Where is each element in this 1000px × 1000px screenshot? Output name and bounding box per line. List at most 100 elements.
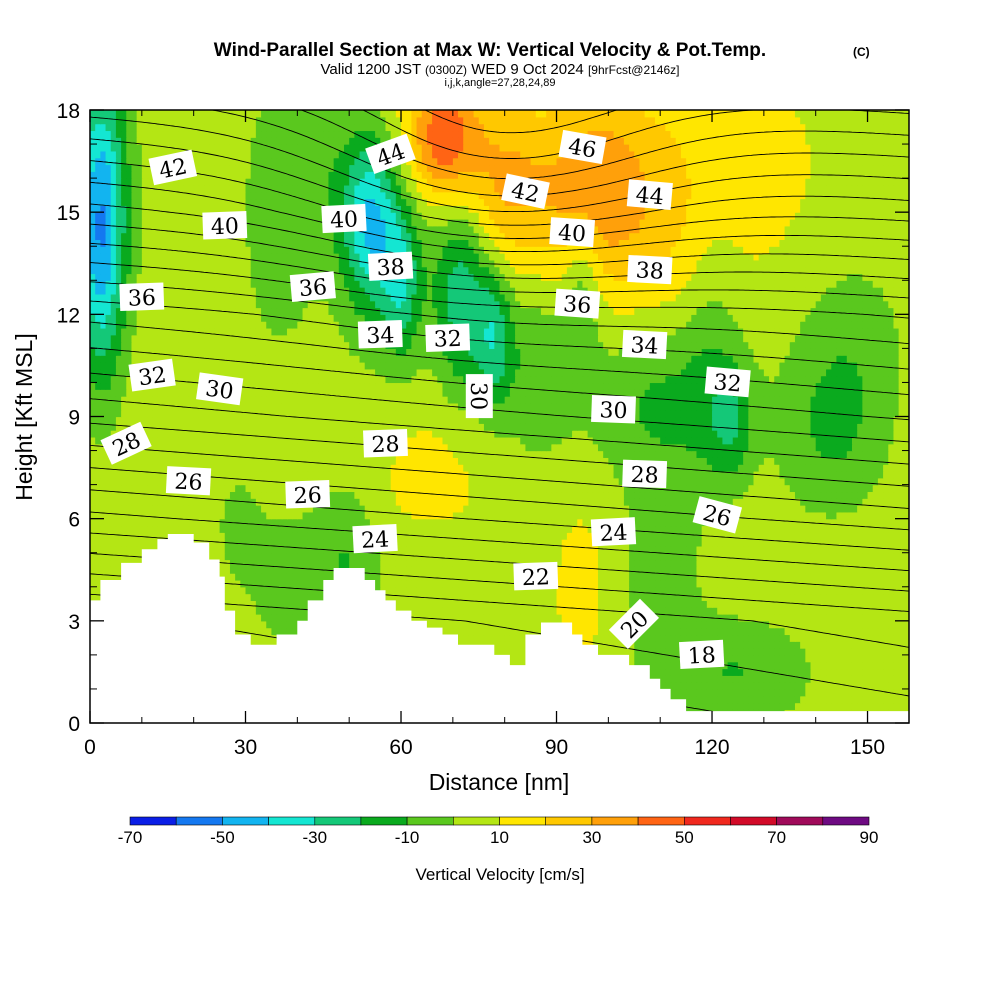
w-cell bbox=[670, 532, 677, 540]
w-cell bbox=[769, 545, 775, 554]
w-cell bbox=[224, 566, 231, 574]
w-cell bbox=[872, 511, 879, 520]
w-cell bbox=[214, 511, 221, 520]
w-cell bbox=[307, 566, 314, 574]
w-cell bbox=[743, 579, 749, 588]
w-cell bbox=[857, 545, 863, 554]
w-cell bbox=[240, 525, 247, 533]
w-cell bbox=[266, 566, 273, 574]
w-cell bbox=[779, 525, 786, 533]
w-cell bbox=[395, 518, 402, 527]
w-cell bbox=[753, 552, 760, 561]
w-cell bbox=[458, 539, 464, 547]
w-cell bbox=[820, 648, 827, 656]
w-cell bbox=[841, 641, 848, 649]
w-cell bbox=[826, 641, 832, 649]
w-cell bbox=[375, 505, 381, 513]
w-cell bbox=[90, 511, 96, 520]
w-cell bbox=[307, 518, 314, 527]
w-cell bbox=[551, 614, 558, 622]
w-cell bbox=[307, 545, 314, 554]
w-cell bbox=[820, 620, 827, 629]
w-cell bbox=[779, 641, 786, 649]
w-cell bbox=[789, 559, 796, 567]
w-cell bbox=[831, 661, 838, 670]
w-cell bbox=[577, 573, 584, 581]
w-cell bbox=[748, 532, 755, 540]
w-cell bbox=[489, 566, 495, 574]
w-cell bbox=[546, 552, 552, 561]
w-cell bbox=[629, 552, 635, 561]
w-cell bbox=[670, 654, 677, 663]
w-cell bbox=[452, 573, 459, 581]
w-cell bbox=[406, 579, 412, 588]
w-cell bbox=[608, 511, 615, 520]
w-cell bbox=[660, 675, 666, 683]
w-cell bbox=[110, 539, 117, 547]
w-cell bbox=[784, 668, 791, 676]
w-cell bbox=[872, 607, 879, 615]
w-cell bbox=[769, 668, 775, 676]
w-cell bbox=[286, 586, 293, 595]
w-cell bbox=[675, 532, 682, 540]
w-cell bbox=[743, 661, 749, 670]
w-cell bbox=[670, 627, 677, 636]
w-cell bbox=[235, 593, 241, 601]
w-cell bbox=[535, 525, 542, 533]
w-cell bbox=[494, 579, 501, 588]
w-cell bbox=[504, 525, 511, 533]
w-cell bbox=[903, 579, 909, 588]
w-cell bbox=[152, 518, 158, 527]
w-cell bbox=[297, 539, 304, 547]
w-cell bbox=[343, 518, 350, 527]
w-cell bbox=[312, 545, 319, 554]
w-cell bbox=[706, 525, 713, 533]
w-cell bbox=[556, 593, 563, 601]
w-cell bbox=[437, 600, 444, 608]
w-cell bbox=[794, 573, 801, 581]
w-cell bbox=[841, 654, 848, 663]
w-cell bbox=[857, 518, 863, 527]
w-cell bbox=[737, 525, 744, 533]
w-cell bbox=[483, 525, 490, 533]
w-cell bbox=[406, 559, 412, 567]
w-cell bbox=[100, 532, 107, 540]
w-cell bbox=[603, 552, 609, 561]
w-cell bbox=[224, 511, 231, 520]
w-cell bbox=[286, 620, 293, 629]
w-cell bbox=[841, 634, 848, 642]
w-cell bbox=[857, 614, 863, 622]
w-cell bbox=[416, 607, 423, 615]
w-cell bbox=[509, 641, 516, 649]
w-cell bbox=[618, 566, 625, 574]
w-cell bbox=[276, 566, 283, 574]
w-cell bbox=[592, 566, 599, 574]
w-cell bbox=[582, 552, 589, 561]
w-cell bbox=[753, 607, 760, 615]
w-cell bbox=[245, 525, 252, 533]
w-cell bbox=[712, 668, 718, 676]
w-cell bbox=[468, 586, 475, 595]
w-cell bbox=[774, 532, 781, 540]
w-cell bbox=[333, 511, 340, 520]
w-cell bbox=[877, 532, 884, 540]
w-cell bbox=[209, 532, 215, 540]
w-cell bbox=[836, 614, 843, 622]
w-cell bbox=[561, 573, 568, 581]
w-cell bbox=[556, 600, 563, 608]
w-cell bbox=[784, 661, 791, 670]
w-cell bbox=[815, 573, 822, 581]
w-cell bbox=[655, 518, 661, 527]
w-cell bbox=[867, 695, 874, 704]
w-cell bbox=[831, 688, 838, 697]
w-cell bbox=[157, 532, 164, 540]
w-cell bbox=[618, 511, 625, 520]
w-cell bbox=[712, 525, 718, 533]
w-cell bbox=[779, 607, 786, 615]
w-cell bbox=[271, 579, 278, 588]
w-cell bbox=[245, 579, 252, 588]
w-cell bbox=[826, 654, 832, 663]
w-cell bbox=[737, 682, 744, 690]
w-cell bbox=[535, 620, 542, 629]
w-cell bbox=[561, 552, 568, 561]
